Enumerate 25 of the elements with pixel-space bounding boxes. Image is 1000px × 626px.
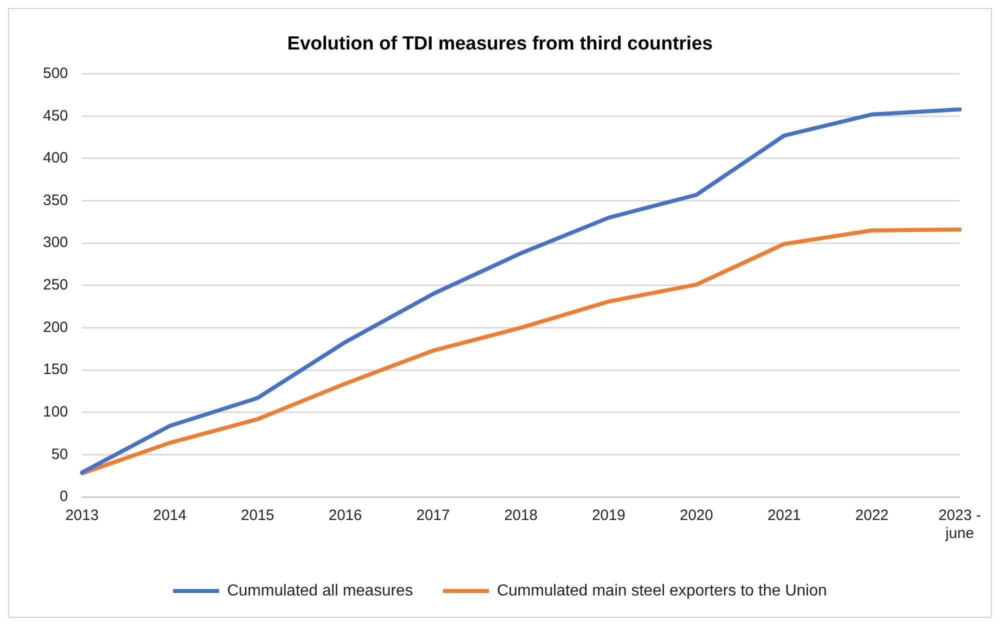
x-tick-label: 2015 xyxy=(240,507,274,524)
x-tick-label: 2023 - june xyxy=(938,507,982,542)
x-tick-label: 2017 xyxy=(416,507,450,524)
chart-title: Evolution of TDI measures from third countries xyxy=(287,34,713,55)
y-tick-label: 0 xyxy=(60,488,68,506)
y-tick-label: 300 xyxy=(42,234,68,252)
y-tick-label: 200 xyxy=(42,318,68,336)
x-tick-label: 2021 xyxy=(768,507,801,524)
legend-label: Cummulated main steel exporters to the Union xyxy=(496,582,827,600)
y-tick-label: 500 xyxy=(42,64,68,82)
legend-label: Cummulated all measures xyxy=(227,582,413,600)
x-tick-label: 2014 xyxy=(153,507,186,524)
y-tick-label: 350 xyxy=(42,192,68,209)
y-tick-label: 450 xyxy=(42,107,68,124)
x-tick-label: 2018 xyxy=(504,507,538,524)
x-tick-label: 2016 xyxy=(328,507,362,524)
y-tick-label: 100 xyxy=(42,404,68,420)
y-tick-label: 400 xyxy=(42,150,68,167)
x-tick-label: 2022 xyxy=(855,507,889,524)
y-tick-label: 250 xyxy=(42,276,68,294)
x-tick-label: 2020 xyxy=(680,507,714,524)
x-tick-label: 2013 xyxy=(65,507,99,524)
x-tick-label: 2019 xyxy=(592,507,626,524)
y-tick-label: 150 xyxy=(42,361,68,378)
y-tick-label: 50 xyxy=(51,446,68,463)
